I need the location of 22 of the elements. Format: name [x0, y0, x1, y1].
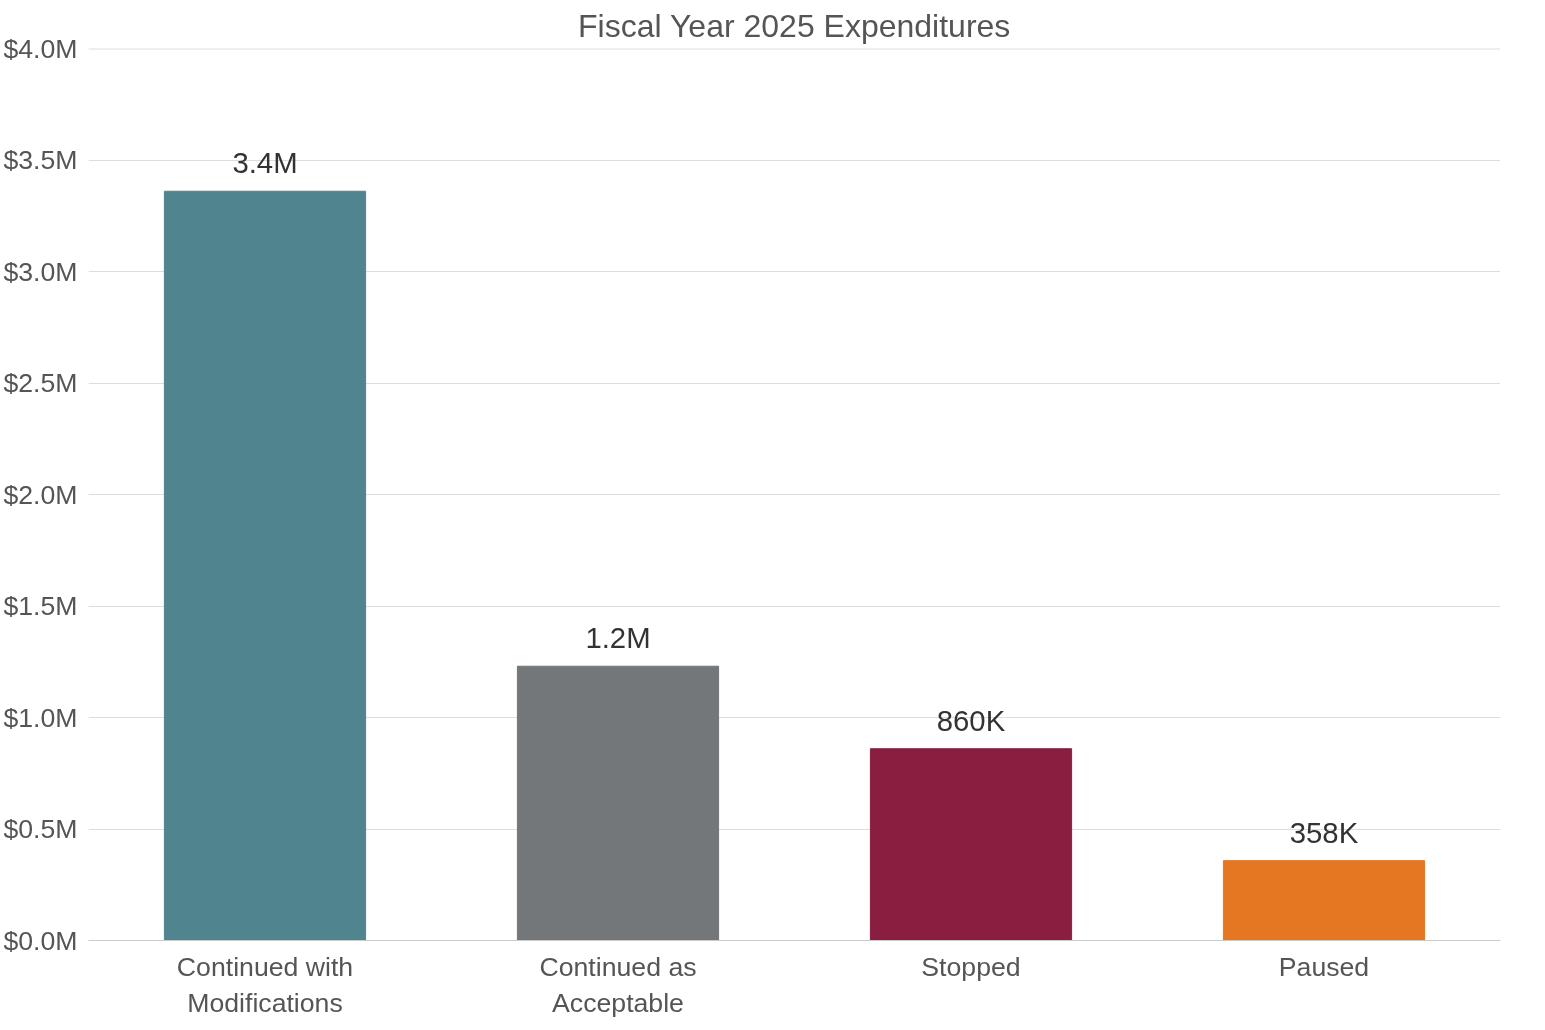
y-tick-label: $2.5M	[3, 368, 78, 398]
data-label: 1.2M	[585, 621, 651, 655]
bar	[163, 190, 367, 941]
data-label: 3.4M	[232, 146, 298, 180]
y-tick-label: $3.0M	[3, 256, 78, 287]
y-tick-label: $1.5M	[3, 591, 78, 621]
y-tick-label: $1.0M	[3, 702, 78, 733]
x-tick-label: Stopped	[921, 951, 1021, 982]
x-tick-label: Continued as Acceptable	[539, 951, 697, 1018]
y-tick-label: $2.0M	[3, 479, 78, 510]
y-tick-label: $0.0M	[3, 925, 78, 956]
y-tick-label: $4.0M	[3, 33, 78, 64]
x-tick-label: Paused	[1278, 951, 1370, 982]
data-label: 860K	[936, 703, 1006, 737]
chart-title: Fiscal Year 2025 Expenditures	[578, 7, 1011, 44]
y-tick-label: $0.5M	[3, 814, 78, 844]
x-tick-label: Continued with Modifications	[176, 951, 354, 1018]
data-label: 358K	[1289, 815, 1359, 849]
y-tick-label: $3.5M	[3, 145, 78, 175]
bar	[869, 748, 1073, 941]
bar	[516, 665, 720, 941]
bar	[1222, 860, 1426, 941]
